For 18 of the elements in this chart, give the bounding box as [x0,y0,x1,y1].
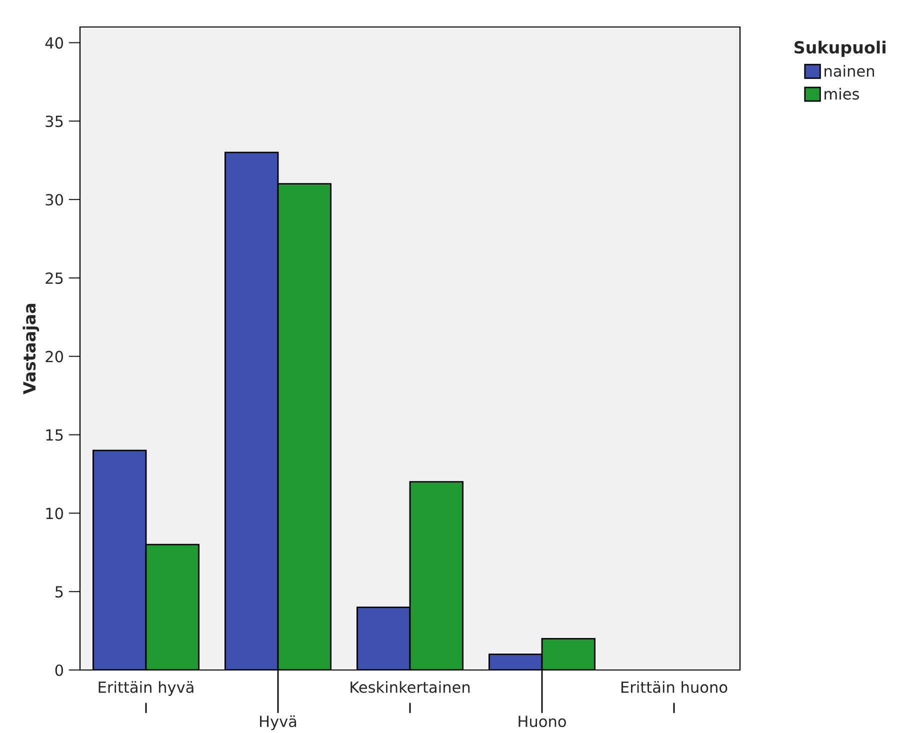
x-tick-label: Erittäin hyvä [98,681,194,696]
legend-label: mies [824,88,859,100]
y-tick-label: 40 [45,37,64,49]
y-tick-label: 15 [46,429,63,441]
legend-label: nainen [824,64,874,77]
x-tick-label: Keskinkertainen [350,681,470,693]
y-tick-label: 25 [46,272,63,284]
y-tick-label: 30 [46,194,64,206]
x-tick-label: Erittäin huono [621,681,728,693]
x-tick-label: Huono [518,716,566,728]
x-tick-label: Hyvä [260,715,296,730]
y-tick-label: 0 [55,664,64,676]
y-axis-title: Vastaajaa [22,304,40,394]
y-tick-label: 20 [46,350,64,362]
y-tick-label: 10 [46,508,64,520]
y-tick-label: 5 [55,586,63,598]
y-tick-label: 35 [46,116,63,128]
legend-title: Sukupuoli [794,40,886,57]
